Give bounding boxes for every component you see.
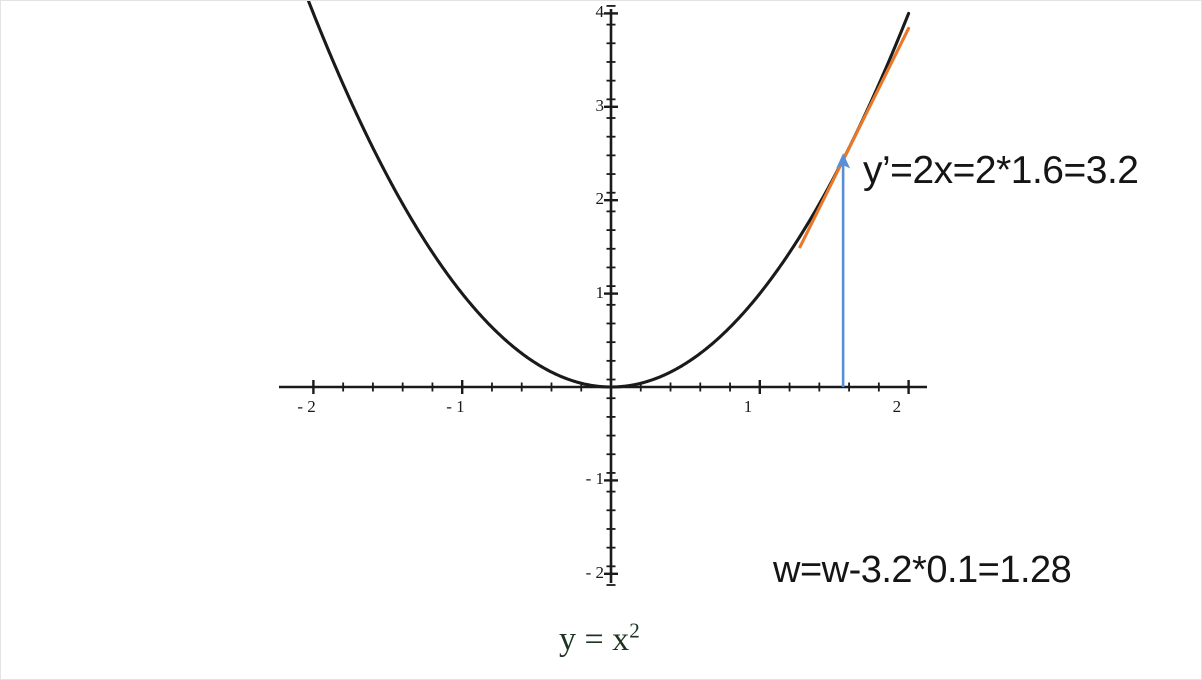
function-label-base: y = x <box>559 621 630 658</box>
parabola-curve <box>306 1 911 389</box>
y-tick-label: - 1 <box>585 469 604 489</box>
x-tick-label: 2 <box>892 397 902 416</box>
y-tick-label: 3 <box>595 95 605 115</box>
y-tick-label: 2 <box>595 189 605 209</box>
y-tick-label: 4 <box>595 2 605 22</box>
x-axis-major-ticks <box>312 380 910 394</box>
x-tick-label: - 2 <box>297 397 316 416</box>
weight-update-annotation: w=w-3.2*0.1=1.28 <box>773 549 1072 591</box>
y-tick-label: 1 <box>595 282 605 302</box>
x-tick-label: 1 <box>743 397 753 416</box>
y-axis-minor-ticks <box>606 5 616 586</box>
function-label-exponent: 2 <box>629 618 640 643</box>
x-tick-label: - 1 <box>446 397 465 416</box>
function-label: y = x2 <box>559 618 640 659</box>
y-axis-major-ticks <box>604 12 618 575</box>
tangent-line <box>798 26 911 249</box>
derivative-annotation: y’=2x=2*1.6=3.2 <box>863 149 1139 192</box>
y-tick-label: - 2 <box>585 562 604 582</box>
